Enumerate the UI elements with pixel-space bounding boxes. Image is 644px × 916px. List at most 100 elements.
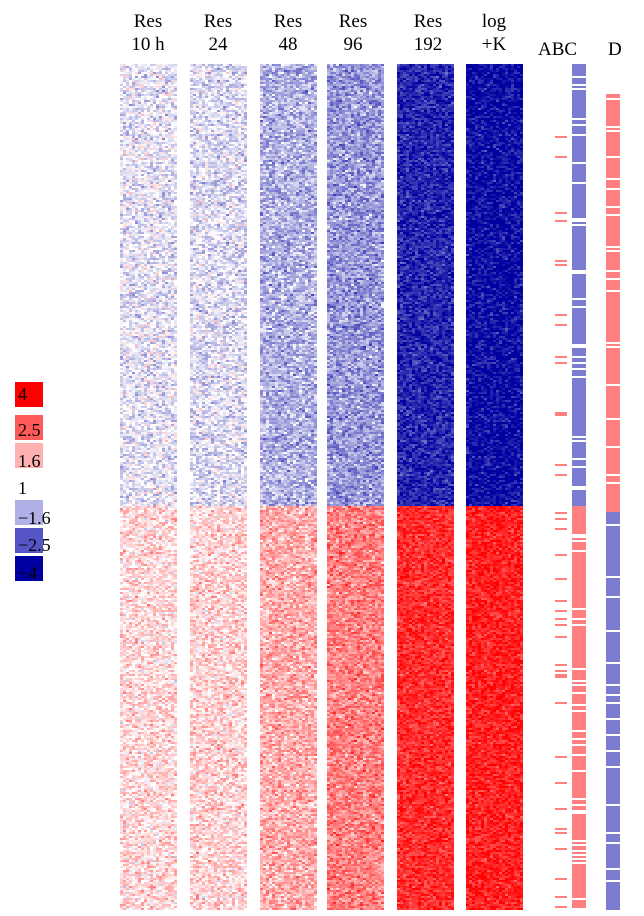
heatmap-cell [162,194,165,196]
heatmap-cell [120,182,123,184]
heatmap-cell [129,140,132,142]
heatmap-cell [120,258,123,260]
heatmap-cell [135,246,138,248]
heatmap-cell [168,176,171,178]
heatmap-cell [126,86,129,88]
heatmap-cell [138,272,141,274]
heatmap-cell [123,96,126,98]
heatmap-cell [138,178,141,180]
heatmap-cell [123,320,126,322]
heatmap-cell [147,200,150,202]
heatmap-cell [162,104,165,106]
heatmap-cell [126,202,129,204]
heatmap-cell [168,158,171,160]
heatmap-cell [126,154,129,156]
heatmap-cell [168,288,171,290]
heatmap-cell [156,106,159,108]
heatmap-cell [147,238,150,240]
heatmap-cell [147,316,150,318]
heatmap-cell [126,122,129,124]
heatmap-cell [159,218,162,220]
heatmap-cell [132,226,135,228]
heatmap-cell [144,118,147,120]
heatmap-cell [168,92,171,94]
heatmap-cell [165,110,168,112]
heatmap-cell [171,128,174,130]
heatmap-cell [129,76,132,78]
heatmap-cell [174,104,177,106]
heatmap-cell [144,324,147,326]
heatmap-cell [168,160,171,162]
heatmap-cell [159,158,162,160]
heatmap-cell [132,302,135,304]
heatmap-cell [129,280,132,282]
heatmap-cell [156,252,159,254]
heatmap-cell [132,220,135,222]
heatmap-cell [150,78,153,80]
heatmap-cell [141,332,144,334]
heatmap-cell [129,166,132,168]
heatmap-cell [174,310,177,312]
heatmap-cell [132,80,135,82]
heatmap-cell [159,122,162,124]
heatmap-cell [168,282,171,284]
heatmap-cell [141,262,144,264]
heatmap-cell [150,74,153,76]
heatmap-cell [147,168,150,170]
heatmap-cell [165,280,168,282]
heatmap-cell [147,260,150,262]
heatmap-cell [138,82,141,84]
heatmap-cell [138,100,141,102]
heatmap-cell [129,286,132,288]
heatmap-cell [150,194,153,196]
heatmap-cell [138,242,141,244]
heatmap-cell [156,218,159,220]
heatmap-cell [120,90,123,92]
heatmap-cell [138,104,141,106]
heatmap-cell [120,168,123,170]
heatmap-cell [141,90,144,92]
heatmap-cell [123,114,126,116]
heatmap-cell [123,100,126,102]
heatmap-cell [120,142,123,144]
heatmap-cell [150,176,153,178]
heatmap-cell [168,206,171,208]
heatmap-cell [165,96,168,98]
heatmap-cell [156,140,159,142]
heatmap-cell [141,204,144,206]
heatmap-cell [147,188,150,190]
heatmap-cell [159,70,162,72]
heatmap-cell [132,68,135,70]
heatmap-cell [141,160,144,162]
heatmap-cell [123,110,126,112]
heatmap-cell [147,334,150,336]
heatmap-cell [129,266,132,268]
heatmap-cell [141,194,144,196]
heatmap-cell [159,156,162,158]
heatmap-cell [135,106,138,108]
heatmap-cell [147,308,150,310]
heatmap-cell [138,212,141,214]
heatmap-cell [171,190,174,192]
heatmap-cell [156,216,159,218]
heatmap-cell [138,196,141,198]
heatmap-cell [129,270,132,272]
heatmap-cell [171,116,174,118]
heatmap-cell [129,150,132,152]
heatmap-cell [168,306,171,308]
heatmap-cell [165,298,168,300]
heatmap-cell [153,242,156,244]
heatmap-cell [174,204,177,206]
heatmap-cell [129,198,132,200]
heatmap-cell [120,108,123,110]
heatmap-cell [132,324,135,326]
heatmap-cell [150,160,153,162]
heatmap-cell [132,158,135,160]
heatmap-cell [159,324,162,326]
heatmap-cell [150,252,153,254]
heatmap-cell [165,160,168,162]
heatmap-cell [135,126,138,128]
heatmap-cell [150,242,153,244]
heatmap-cell [120,206,123,208]
heatmap-cell [123,128,126,130]
